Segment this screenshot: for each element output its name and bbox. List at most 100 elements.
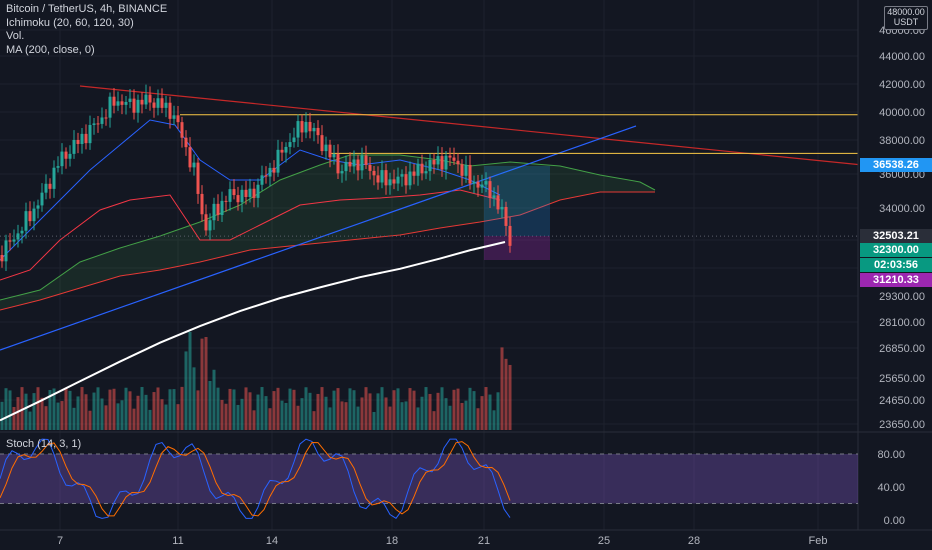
legend-symbol[interactable]: Bitcoin / TetherUS, 4h, BINANCE (6, 3, 168, 15)
candle-body (208, 220, 212, 231)
volume-bar (460, 402, 464, 430)
currency-unit-box[interactable]: 48000.00 USDT (884, 6, 928, 30)
volume-bar (224, 403, 228, 430)
candle-body (204, 214, 208, 231)
time-tick-label: 25 (598, 535, 610, 547)
volume-bar (348, 388, 352, 430)
volume-bar (88, 410, 92, 430)
volume-bar (264, 396, 268, 430)
volume-bar (388, 406, 392, 430)
volume-bar (52, 388, 56, 430)
volume-bar (320, 387, 324, 430)
volume-bar (404, 401, 408, 430)
candle-body (76, 139, 80, 144)
candle-body (52, 167, 56, 189)
volume-bar (376, 393, 380, 430)
time-tick-label: 14 (266, 535, 278, 547)
candle-body (332, 154, 336, 158)
volume-bar (272, 391, 276, 430)
volume-bar (508, 364, 512, 430)
candle-body (184, 137, 188, 148)
candle-body (420, 163, 424, 174)
candle-body (168, 102, 172, 119)
candle-body (120, 101, 124, 105)
volume-bar (44, 406, 48, 430)
candle-body (416, 163, 420, 176)
volume-bar (40, 397, 44, 430)
candle-body (328, 144, 332, 158)
volume-bar (68, 390, 72, 430)
candle-body (296, 121, 300, 138)
volume-bar (344, 402, 348, 430)
candle-body (24, 211, 28, 231)
legend-ichimoku[interactable]: Ichimoku (20, 60, 120, 30) (6, 16, 134, 29)
volume-bar (484, 387, 488, 430)
candle-body (164, 102, 168, 108)
volume-bar (256, 394, 260, 430)
candle-body (104, 117, 108, 119)
volume-bar (300, 398, 304, 430)
volume-bar (140, 387, 144, 430)
candle-body (384, 170, 388, 186)
loss-zone (484, 236, 550, 260)
candle-body (412, 171, 416, 176)
price-tick-label: 23650.00 (879, 419, 925, 431)
time-tick-label: 18 (386, 535, 398, 547)
candle-body (396, 176, 400, 184)
volume-bar (188, 331, 192, 430)
volume-bar (48, 390, 52, 430)
ichimoku-span-b (0, 191, 655, 311)
candle-body (468, 164, 472, 184)
legend-volume[interactable]: Vol. (6, 30, 25, 42)
time-tick-label: 11 (172, 535, 183, 547)
volume-bar (12, 406, 16, 430)
stoch-band (0, 454, 858, 504)
candle-body (268, 167, 272, 177)
candle-body (476, 181, 480, 188)
candle-body (400, 174, 404, 177)
stoch-legend[interactable]: Stoch (14, 3, 1) (6, 438, 82, 450)
candle-body (244, 189, 248, 197)
volume-bar (260, 387, 264, 430)
candle-body (376, 175, 380, 183)
candle-body (316, 127, 320, 136)
candle-body (124, 101, 128, 105)
candle-body (336, 154, 340, 174)
price-tick-label: 26850.00 (879, 343, 925, 355)
volume-bar (308, 392, 312, 430)
candle-body (472, 181, 476, 184)
volume-bar (496, 392, 500, 430)
candle-body (388, 179, 392, 186)
unit-bottom: USDT (893, 17, 919, 27)
volume-bar (316, 393, 320, 430)
volume-bar (236, 404, 240, 430)
volume-bar (152, 392, 156, 430)
volume-bar (492, 410, 496, 430)
candle-body (132, 98, 136, 113)
descending-trendline (79, 85, 932, 173)
volume-bar (372, 411, 376, 430)
stoch-tick-label: 40.00 (877, 482, 905, 494)
volume-bar (80, 387, 84, 430)
volume-bar (360, 397, 364, 430)
candle-body (408, 171, 412, 186)
candle-body (236, 195, 240, 203)
volume-bar (288, 388, 292, 430)
candle-body (148, 94, 152, 103)
volume-bar (184, 351, 188, 430)
volume-bar (216, 387, 220, 430)
price-tick-label: 34000.00 (879, 203, 925, 215)
candle-body (8, 240, 12, 242)
candle-body (116, 101, 120, 106)
volume-bar (28, 411, 32, 430)
volume-bar (440, 387, 444, 430)
volume-bar (36, 387, 40, 430)
volume-bar (96, 387, 100, 430)
legend-ma[interactable]: MA (200, close, 0) (6, 43, 95, 56)
candle-body (16, 233, 20, 240)
volume-bar (332, 390, 336, 430)
volume-bar (84, 394, 88, 430)
candle-body (448, 155, 452, 158)
volume-bar (24, 393, 28, 430)
